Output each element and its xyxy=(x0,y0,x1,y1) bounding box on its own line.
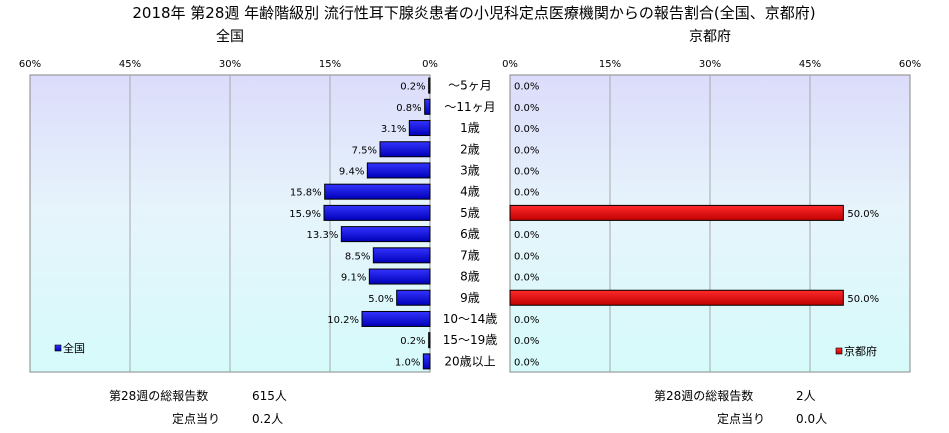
tick-label: 30% xyxy=(699,59,721,70)
footer-left-per-site-value: 0.2人 xyxy=(252,412,283,426)
data-label-kyoto: 0.0% xyxy=(514,273,539,284)
data-label-kyoto: 0.0% xyxy=(514,188,539,199)
data-label-kyoto: 0.0% xyxy=(514,124,539,135)
data-label-kyoto: 0.0% xyxy=(514,251,539,262)
footer-right-per-site-value: 0.0人 xyxy=(796,412,827,426)
category-label: ～5ヶ月 xyxy=(448,79,492,93)
data-label-kyoto: 0.0% xyxy=(514,166,539,177)
legend-label-left: 全国 xyxy=(63,341,85,355)
bar-zenkoku xyxy=(428,332,431,349)
data-label-kyoto: 0.0% xyxy=(514,357,539,368)
data-label-zenkoku: 15.8% xyxy=(290,188,322,199)
data-label-zenkoku: 0.2% xyxy=(400,336,425,347)
bar-zenkoku xyxy=(361,310,431,327)
data-label-kyoto: 0.0% xyxy=(514,230,539,241)
bar-kyoto xyxy=(509,204,844,221)
bar-zenkoku xyxy=(368,268,431,285)
tick-label: 15% xyxy=(599,59,621,70)
tick-label: 30% xyxy=(219,59,241,70)
tick-label: 60% xyxy=(19,59,41,70)
tick-label: 60% xyxy=(899,59,921,70)
data-label-zenkoku: 3.1% xyxy=(381,124,406,135)
footer-right: 第28週の総報告数 2人 定点当り 0.0人 xyxy=(654,388,827,426)
data-label-zenkoku: 13.3% xyxy=(307,230,339,241)
tick-label: 0% xyxy=(422,59,438,70)
category-label: 9歳 xyxy=(460,291,480,305)
panel-title-right: 京都府 xyxy=(689,29,731,45)
data-label-zenkoku: 15.9% xyxy=(289,209,321,220)
bar-zenkoku xyxy=(422,353,431,370)
category-label: 1歳 xyxy=(460,121,480,135)
bar-zenkoku xyxy=(366,162,431,179)
tick-label: 45% xyxy=(119,59,141,70)
footer-right-per-site-label: 定点当り xyxy=(717,411,765,426)
data-label-zenkoku: 9.4% xyxy=(339,166,364,177)
legend-left: 全国 xyxy=(54,341,85,355)
data-label-zenkoku: 9.1% xyxy=(341,273,366,284)
data-label-kyoto: 0.0% xyxy=(514,103,539,114)
category-label: 5歳 xyxy=(460,206,480,220)
footer-left-total-label: 第28週の総報告数 xyxy=(109,388,208,403)
data-label-zenkoku: 10.2% xyxy=(327,315,359,326)
bar-zenkoku xyxy=(428,77,431,94)
data-label-zenkoku: 0.2% xyxy=(400,82,425,93)
data-label-zenkoku: 8.5% xyxy=(345,251,370,262)
category-label: 3歳 xyxy=(460,163,480,177)
legend-swatch-left xyxy=(54,344,62,352)
category-label: ～11ヶ月 xyxy=(444,100,495,114)
data-label-zenkoku: 0.8% xyxy=(396,103,421,114)
footer-right-total-label: 第28週の総報告数 xyxy=(654,388,753,403)
bar-zenkoku xyxy=(424,98,431,115)
data-label-kyoto: 0.0% xyxy=(514,315,539,326)
chart-title: 2018年 第28週 年齢階級別 流行性耳下腺炎患者の小児科定点医療機関からの報… xyxy=(132,4,815,22)
category-label: 4歳 xyxy=(460,185,480,199)
data-label-kyoto: 50.0% xyxy=(847,294,879,305)
footer-right-total-value: 2人 xyxy=(796,389,816,403)
bar-zenkoku xyxy=(379,141,431,158)
data-label-kyoto: 50.0% xyxy=(847,209,879,220)
bar-kyoto xyxy=(509,289,844,306)
legend-swatch-right xyxy=(835,347,843,355)
category-label: 2歳 xyxy=(460,142,480,156)
category-label: 8歳 xyxy=(460,270,480,284)
data-label-zenkoku: 5.0% xyxy=(368,294,393,305)
bar-zenkoku xyxy=(396,289,431,306)
legend-label-right: 京都府 xyxy=(844,344,877,358)
bar-zenkoku xyxy=(323,204,431,221)
tick-label: 0% xyxy=(502,59,518,70)
category-label: 7歳 xyxy=(460,248,480,262)
legend-right: 京都府 xyxy=(835,344,877,358)
category-label: 15～19歳 xyxy=(443,333,498,347)
tick-label: 45% xyxy=(799,59,821,70)
bar-zenkoku xyxy=(372,247,431,264)
footer-left-total-value: 615人 xyxy=(252,389,287,403)
category-label: 10～14歳 xyxy=(443,312,498,326)
footer-left: 第28週の総報告数 615人 定点当り 0.2人 xyxy=(109,388,287,426)
tick-label: 15% xyxy=(319,59,341,70)
bar-zenkoku xyxy=(408,120,431,137)
data-label-kyoto: 0.0% xyxy=(514,82,539,93)
bar-zenkoku xyxy=(340,226,431,243)
data-label-kyoto: 0.0% xyxy=(514,145,539,156)
panel-title-left: 全国 xyxy=(216,28,244,45)
category-label: 6歳 xyxy=(460,227,480,241)
bar-zenkoku xyxy=(324,183,431,200)
data-label-zenkoku: 1.0% xyxy=(395,357,420,368)
category-label: 20歳以上 xyxy=(444,354,495,368)
data-label-kyoto: 0.0% xyxy=(514,336,539,347)
footer-left-per-site-label: 定点当り xyxy=(172,411,220,426)
data-label-zenkoku: 7.5% xyxy=(352,145,377,156)
